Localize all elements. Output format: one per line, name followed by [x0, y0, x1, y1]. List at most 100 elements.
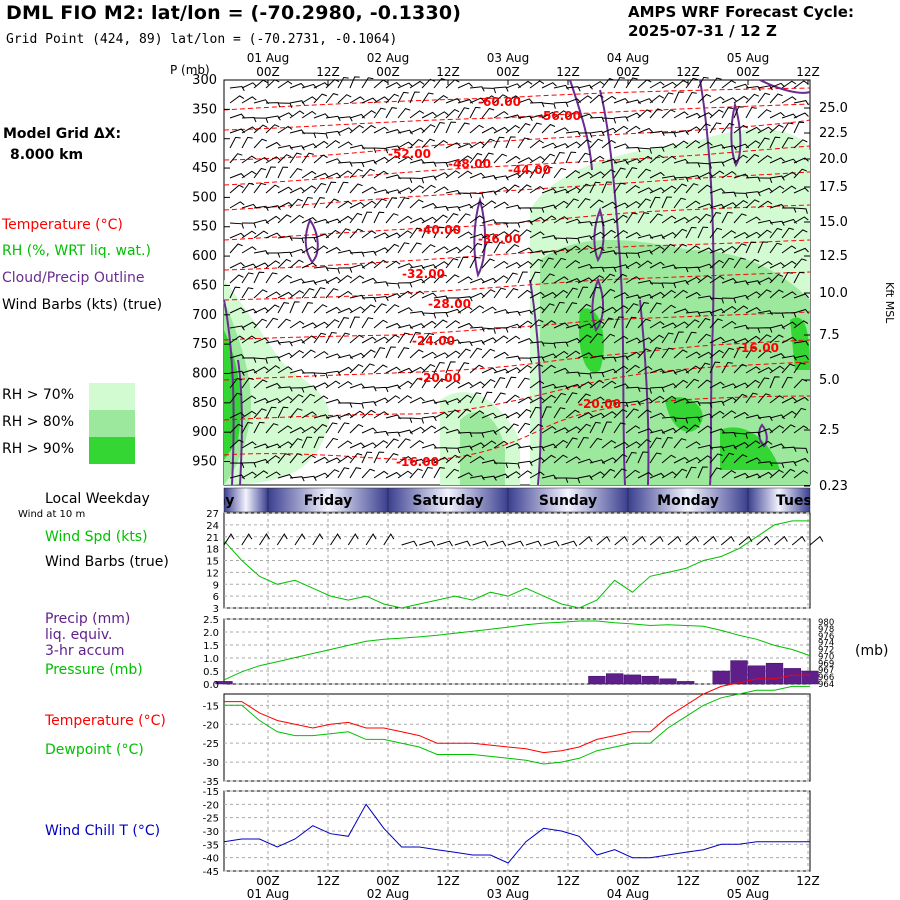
wind-barb [613, 182, 626, 194]
wind-barb [661, 383, 677, 389]
wind-barb [385, 346, 396, 359]
wind-barb [733, 83, 749, 89]
wind-barb [649, 291, 665, 299]
wind-barb [541, 353, 557, 359]
wind-barb [241, 203, 257, 209]
temperature-contour [223, 271, 811, 301]
wind-chill-tick-label: -25 [203, 814, 219, 825]
wind-barb [625, 316, 637, 329]
wind-barb [757, 229, 772, 239]
wind-barb [421, 332, 435, 344]
wind-barb [769, 469, 784, 479]
wind-barb [229, 222, 244, 229]
wind-barb [613, 159, 629, 165]
surface-wind-barb [809, 535, 824, 546]
wind-barb [373, 336, 389, 344]
wind-barb [445, 468, 460, 479]
wind-barb [313, 372, 329, 379]
pressure-tick-label: 500 [192, 190, 217, 205]
wind-barb [757, 334, 772, 344]
wind-barb [337, 94, 352, 104]
wind-barb [589, 412, 605, 419]
wind-barb [265, 272, 278, 284]
wind-barb [469, 326, 485, 332]
temperature-tick-label: -35 [203, 777, 219, 788]
wind-barb [721, 452, 735, 464]
wind-barb [457, 362, 470, 374]
wind-barb [409, 378, 423, 389]
precip-tick-label: 0.0 [203, 680, 219, 691]
wind-barb [493, 377, 506, 389]
wind-barb [409, 440, 425, 449]
wind-barb [601, 457, 617, 464]
pressure-tick-label: 400 [192, 132, 217, 147]
wind-barb [301, 288, 315, 299]
wind-barb [793, 121, 805, 134]
wind-barb [349, 76, 360, 89]
wind-barb [781, 396, 797, 404]
wind-barb [349, 467, 362, 479]
wind-barb [337, 200, 353, 209]
wind-barb [697, 112, 713, 119]
wind-chill-tick-label: -40 [203, 854, 219, 865]
wind-barb [745, 280, 761, 286]
wind-barb [697, 123, 711, 134]
wind-barb [625, 451, 637, 464]
top-date-label: 05 Aug [727, 51, 770, 65]
wind-barb [469, 392, 482, 404]
wind-barb [601, 181, 612, 194]
wind-barb [793, 168, 807, 179]
wind-barb [601, 356, 617, 362]
wind-speed-tick-label: 24 [206, 521, 219, 532]
wind-barb [601, 317, 614, 329]
wind-barb [409, 177, 425, 184]
wind-barb [325, 93, 339, 104]
wind-barb [409, 323, 425, 329]
wind-barb [325, 370, 341, 376]
wind-barb [685, 441, 701, 449]
wind-barb [781, 291, 797, 299]
wind-barb [517, 309, 533, 315]
wind-barb [301, 170, 317, 179]
pressure-tick-label: 970 [818, 652, 834, 662]
wind-barb [493, 231, 509, 239]
wind-barb [505, 442, 521, 449]
wind-barb [577, 152, 591, 164]
wind-barb [793, 308, 809, 314]
wind-barb [721, 145, 737, 151]
wind-barb [721, 191, 737, 198]
wind-barb [625, 112, 641, 119]
wind-barb [517, 169, 532, 179]
wind-barb [409, 417, 424, 424]
pressure-label: Pressure (mb) [45, 662, 143, 678]
wind-barb [313, 423, 328, 434]
wind-barb [613, 76, 625, 89]
wind-barb [685, 378, 700, 389]
wind-barb [517, 364, 532, 374]
height-tick-label: 17.5 [819, 180, 848, 195]
wind-barb [337, 274, 353, 284]
wind-barb [289, 145, 305, 151]
wind-barb [541, 291, 557, 299]
wind-barb [709, 259, 724, 269]
wind-barb [493, 425, 509, 434]
wind-barb [601, 421, 612, 434]
top-date-label: 01 Aug [247, 51, 290, 65]
wind-barb [493, 86, 509, 92]
wind-barb [613, 454, 628, 464]
wind-barb [553, 276, 569, 284]
wind-barb [553, 167, 567, 179]
wind-barb [697, 425, 713, 434]
bottom-date-label: 02 Aug [367, 887, 410, 900]
wind-barb [277, 318, 291, 329]
wind-barb [505, 136, 516, 149]
wind-barb [421, 466, 433, 479]
wind-barb [361, 304, 376, 314]
wind-barb [481, 233, 497, 239]
wind-barb [277, 102, 293, 108]
wind-barb [445, 228, 459, 239]
wind-barb [253, 262, 269, 269]
wind-barb [313, 382, 329, 389]
wind-barb [517, 247, 533, 254]
wind-barb [769, 175, 785, 181]
